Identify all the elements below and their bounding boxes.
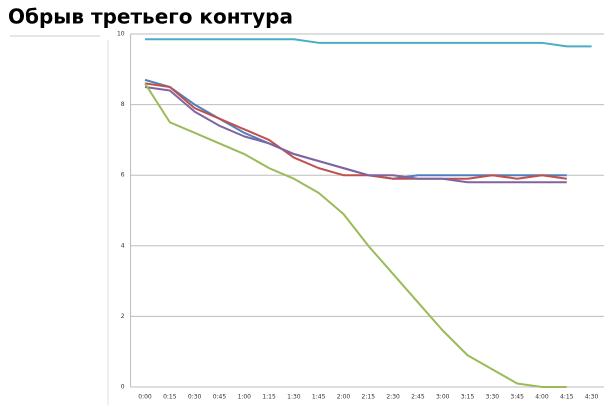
series-line xyxy=(144,85,567,184)
x-tick-label: 0:45 xyxy=(213,394,227,401)
y-tick-label: 6 xyxy=(121,172,125,179)
x-tick-label: 2:30 xyxy=(386,394,400,401)
x-tick-label: 4:15 xyxy=(560,394,574,401)
chart-title: Обрыв третьего контура xyxy=(8,5,293,29)
x-tick-label: 0:30 xyxy=(188,394,202,401)
x-tick-label: 1:15 xyxy=(262,394,276,401)
x-tick-label: 2:45 xyxy=(411,394,425,401)
x-tick-label: 2:00 xyxy=(337,394,351,401)
x-tick-label: 0:15 xyxy=(163,394,177,401)
x-tick-label: 1:00 xyxy=(238,394,252,401)
x-tick-label: 0:00 xyxy=(138,394,152,401)
y-tick-label: 2 xyxy=(121,313,125,320)
x-tick-label: 1:30 xyxy=(287,394,301,401)
y-tick-label: 10 xyxy=(117,31,125,38)
y-tick-label: 8 xyxy=(121,101,125,108)
series-line xyxy=(144,82,567,388)
x-tick-label: 1:45 xyxy=(312,394,326,401)
y-tick-label: 4 xyxy=(121,242,125,249)
series-line xyxy=(144,82,567,180)
x-tick-label: 3:00 xyxy=(436,394,450,401)
x-tick-label: 2:15 xyxy=(362,394,376,401)
y-tick-label: 0 xyxy=(121,384,125,391)
x-tick-label: 4:30 xyxy=(585,394,599,401)
series-line xyxy=(145,38,592,48)
x-tick-label: 3:45 xyxy=(510,394,524,401)
x-tick-label: 3:15 xyxy=(461,394,475,401)
x-tick-label: 3:30 xyxy=(486,394,500,401)
series-line xyxy=(144,78,567,180)
x-tick-label: 4:00 xyxy=(535,394,549,401)
